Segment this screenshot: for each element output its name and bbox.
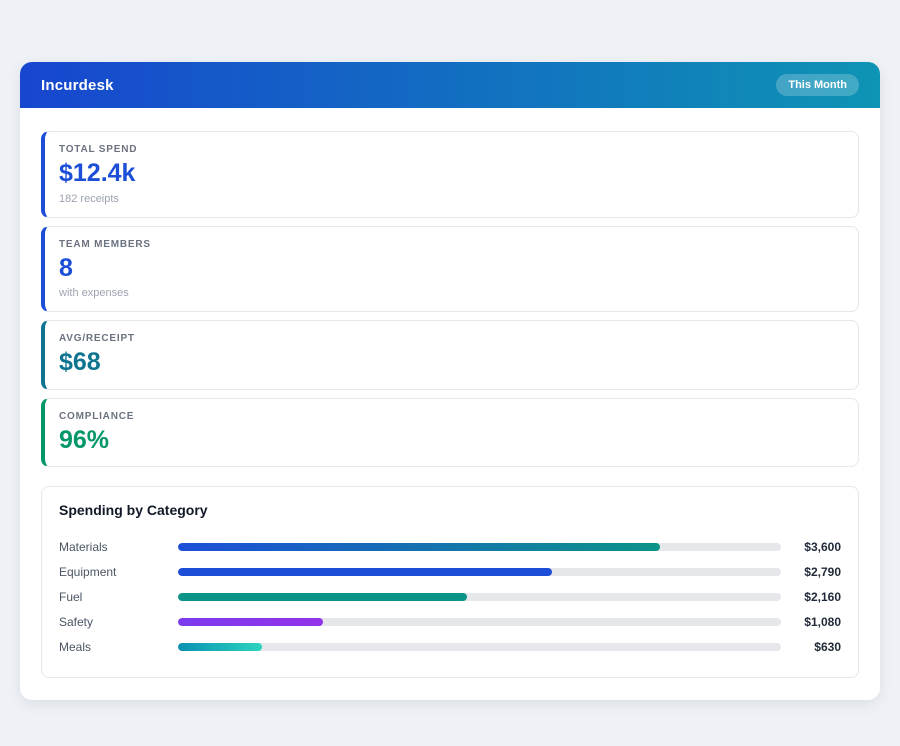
category-amount: $3,600: [804, 539, 841, 554]
bar-fill: [178, 592, 468, 601]
category-amount: $630: [814, 639, 841, 654]
category-bar-list: Materials $3,600 Equipment $2,790 Fuel $…: [59, 534, 841, 659]
dashboard-card: Incurdesk This Month TOTAL SPEND $12.4k …: [20, 62, 880, 700]
app-title: Incurdesk: [41, 76, 114, 94]
period-badge[interactable]: This Month: [776, 74, 859, 96]
stat-label: TOTAL SPEND: [59, 144, 138, 155]
category-amount: $2,160: [804, 589, 841, 604]
category-amount: $1,080: [804, 614, 841, 629]
stat-value: $68: [59, 348, 101, 376]
bar-track: [178, 592, 781, 601]
stats-section: TOTAL SPEND $12.4k 182 receipts TEAM MEM…: [20, 108, 880, 467]
stat-label: AVG/RECEIPT: [59, 333, 135, 344]
stat-subtext: with expenses: [59, 287, 129, 299]
category-label: Safety: [59, 614, 94, 629]
stat-card-total-spend: TOTAL SPEND $12.4k 182 receipts: [41, 131, 859, 218]
section-title: Spending by Category: [59, 502, 208, 518]
bar-track: [178, 617, 781, 626]
bar-track: [178, 567, 781, 576]
bar-fill: [178, 617, 323, 626]
stat-label: TEAM MEMBERS: [59, 238, 151, 250]
category-label: Meals: [59, 639, 92, 654]
stat-card-compliance: COMPLIANCE 96%: [41, 397, 859, 467]
bar-track: [178, 642, 781, 651]
category-row-equipment: Equipment $2,790: [59, 559, 841, 584]
stat-value: $12.4k: [59, 159, 136, 187]
bar-fill: [178, 567, 552, 576]
stat-value: 96%: [59, 425, 110, 454]
bar-fill: [178, 642, 263, 651]
category-row-fuel: Fuel $2,160: [59, 584, 841, 609]
stat-label: COMPLIANCE: [59, 410, 135, 422]
stat-card-avg-receipt: AVG/RECEIPT $68: [41, 320, 859, 390]
category-row-safety: Safety $1,080: [59, 609, 841, 634]
bar-track: [178, 542, 781, 551]
category-label: Equipment: [59, 564, 117, 579]
category-row-meals: Meals $630: [59, 634, 841, 659]
spending-by-category-card: Spending by Category Materials $3,600 Eq…: [41, 486, 859, 678]
bar-fill: [178, 542, 661, 551]
category-label: Materials: [59, 539, 108, 554]
stat-value: 8: [59, 253, 73, 282]
category-label: Fuel: [59, 589, 83, 604]
category-row-materials: Materials $3,600: [59, 534, 841, 559]
stat-subtext: 182 receipts: [59, 192, 119, 205]
app-header: Incurdesk This Month: [20, 62, 880, 108]
stat-card-team-members: TEAM MEMBERS 8 with expenses: [41, 225, 859, 312]
category-amount: $2,790: [804, 564, 841, 579]
